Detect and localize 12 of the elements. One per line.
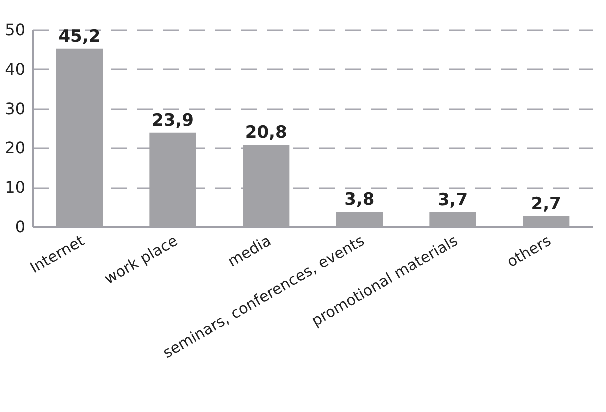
data-label: 20,8 [245, 123, 288, 144]
y-tick-label: 20 [5, 138, 26, 158]
y-tick-label: 50 [5, 20, 26, 40]
y-tick-label: 0 [15, 218, 26, 236]
data-label: 45,2 [58, 26, 101, 47]
y-tick-label: 30 [5, 99, 26, 118]
data-label: 3,7 [438, 190, 468, 210]
data-label: 3,8 [344, 190, 375, 210]
y-tick-label: 10 [5, 178, 26, 198]
y-tick-label: 40 [5, 60, 26, 79]
data-label: 2,7 [531, 194, 562, 214]
data-label: 23,9 [152, 110, 194, 131]
